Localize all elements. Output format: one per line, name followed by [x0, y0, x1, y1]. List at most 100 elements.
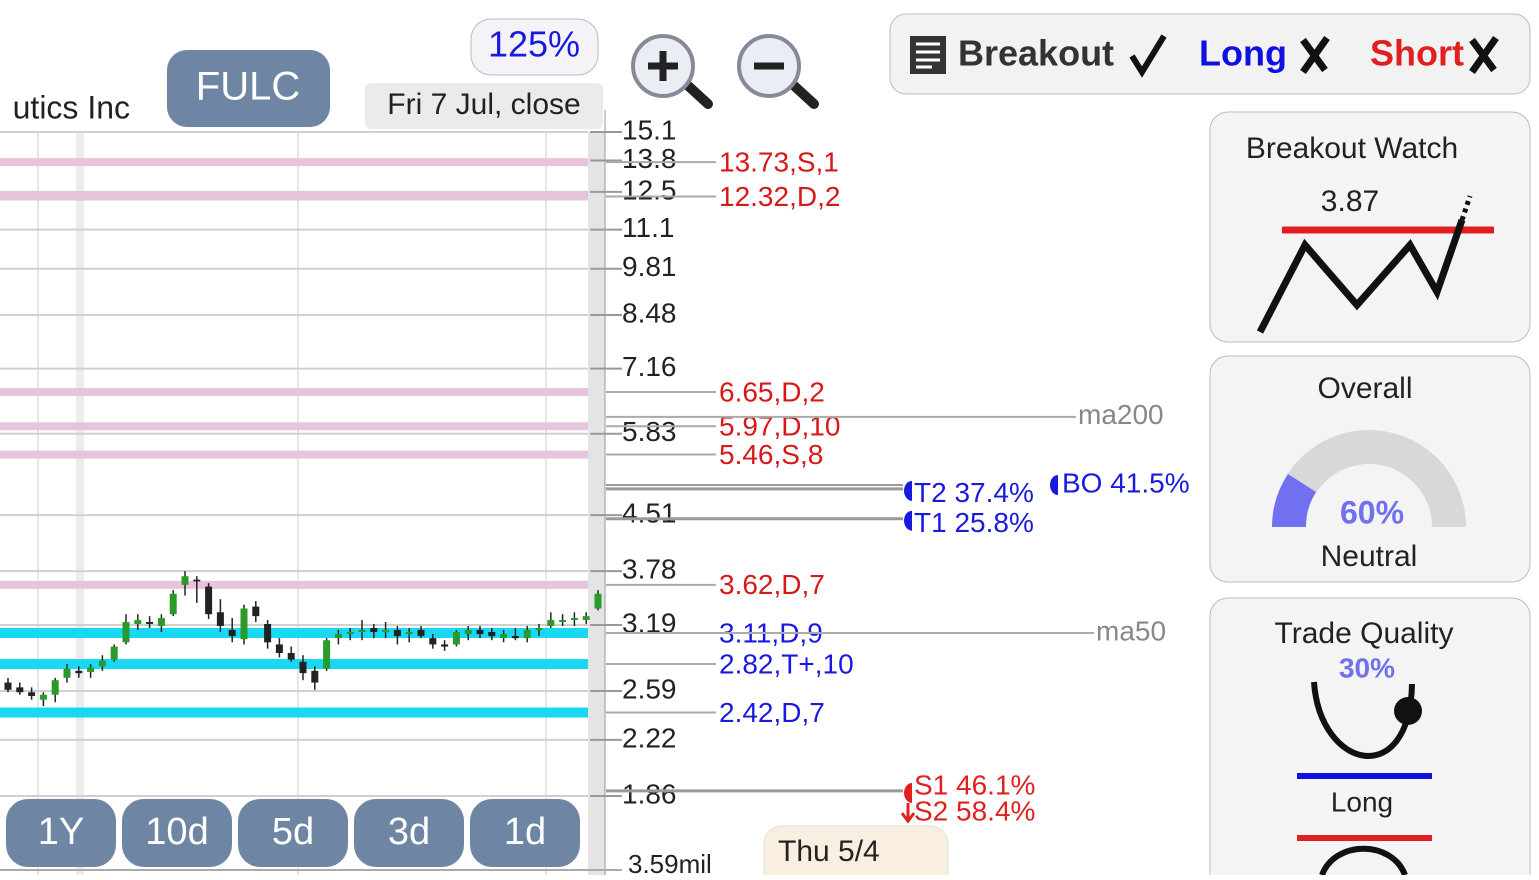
target-label: T2 37.4%: [914, 477, 1034, 508]
range-button[interactable]: [122, 799, 232, 867]
y-tick-label: 8.48: [622, 297, 677, 328]
range-button[interactable]: [470, 799, 580, 867]
ma-label: ma200: [1078, 399, 1164, 430]
candle-body: [535, 627, 543, 630]
cross-icon: [1300, 35, 1330, 75]
candle-body: [28, 692, 36, 696]
range-button[interactable]: [6, 799, 116, 867]
candle-body: [264, 623, 272, 643]
panel-title: Overall: [1317, 372, 1412, 405]
candle-body: [570, 618, 578, 621]
ticker-badge[interactable]: [167, 50, 330, 127]
overall-rating: Neutral: [1321, 540, 1418, 573]
level-label: 5.46,S,8: [719, 439, 823, 470]
target-label: S1 46.1%: [914, 769, 1035, 800]
level-band: [0, 628, 588, 639]
company-name: utics Inc: [13, 89, 130, 125]
candle-body: [287, 652, 295, 660]
signal-label[interactable]: Short: [1370, 33, 1464, 74]
level-label: 2.82,T+,10: [719, 648, 854, 679]
candle-body: [393, 629, 401, 637]
candle-body: [252, 606, 260, 617]
y-tick-label: 3.78: [622, 554, 677, 585]
range-button-label[interactable]: 3d: [388, 811, 430, 853]
level-label: 2.42,D,7: [719, 697, 825, 728]
price-chart: [0, 110, 606, 875]
y-tick-label: 2.59: [622, 673, 677, 704]
range-button-label[interactable]: 1Y: [38, 811, 84, 853]
ticker[interactable]: FULC: [196, 65, 300, 109]
cross-icon: [1469, 35, 1499, 75]
signal-label[interactable]: Breakout: [958, 33, 1114, 74]
y-tick-label: 2.22: [622, 722, 677, 753]
candle-body: [169, 593, 177, 615]
menu-icon[interactable]: [910, 36, 946, 74]
overall-score: 60%: [1340, 494, 1404, 530]
y-tick-label: 13.8: [622, 143, 677, 174]
candle-body: [4, 682, 12, 690]
candle-body: [75, 670, 83, 674]
gauge: [1272, 430, 1466, 527]
level-label: 13.73,S,1: [719, 147, 839, 178]
candle-body: [205, 586, 213, 615]
breakout-icon: [1256, 195, 1494, 334]
range-button[interactable]: [238, 799, 348, 867]
range-button[interactable]: [354, 799, 464, 867]
y-tick-label: 11.1: [622, 212, 674, 243]
candle-body: [87, 667, 95, 673]
level-label: 12.32,D,2: [719, 181, 840, 212]
level-band: [0, 158, 588, 167]
y-tick-label: 12.5: [622, 174, 677, 205]
candle-body: [417, 629, 425, 637]
check-icon: [1129, 34, 1167, 78]
panel-title: Trade Quality: [1275, 617, 1454, 650]
date-tooltip: Thu 5/4: [778, 835, 880, 868]
zoom-level[interactable]: 125%: [488, 24, 580, 65]
breakout-label: BO 41.5%: [1062, 467, 1190, 498]
candle-body: [228, 629, 236, 637]
candle-body: [216, 612, 224, 626]
volume-tick: 3.59mil: [628, 849, 712, 875]
candle-body: [358, 629, 366, 632]
range-button-label[interactable]: 5d: [272, 811, 314, 853]
candle-body: [500, 634, 508, 639]
candle-body: [488, 631, 496, 637]
zoom-badge[interactable]: [470, 18, 599, 76]
signal-label[interactable]: Long: [1199, 33, 1287, 74]
level-band: [0, 422, 588, 431]
target-label: S2 58.4%: [914, 796, 1035, 827]
candle-body: [51, 680, 59, 695]
y-tick-label: 1.86: [622, 778, 677, 809]
axis-band: [588, 132, 605, 875]
target-label: T1 25.8%: [914, 507, 1034, 538]
candle-body: [476, 629, 484, 635]
zoom-in[interactable]: [631, 34, 713, 109]
candle-body: [382, 629, 390, 632]
candle-body: [323, 640, 331, 669]
level-band: [0, 580, 588, 589]
y-tick-label: 7.16: [622, 351, 677, 382]
candle-body: [240, 608, 248, 640]
zoom-out[interactable]: [737, 34, 819, 109]
candle-body: [39, 694, 47, 700]
range-button-label[interactable]: 10d: [145, 811, 208, 853]
y-tick-label: 5.83: [622, 416, 677, 447]
candle-body: [547, 620, 555, 626]
quality-direction: Long: [1331, 786, 1393, 817]
candle-body: [98, 660, 106, 667]
candle-body: [559, 620, 567, 622]
candle-body: [594, 593, 602, 609]
candle-body: [275, 644, 283, 653]
date: Fri 7 Jul, close: [387, 88, 580, 121]
target-flag: [904, 480, 912, 501]
candle-body: [429, 638, 437, 645]
date-badge: [365, 83, 603, 129]
target-flag: [904, 510, 912, 531]
target-flag: [904, 782, 912, 803]
level-label: 5.97,D,10: [719, 411, 840, 442]
candle-body: [346, 631, 354, 635]
candle-body: [134, 620, 142, 624]
range-button-label[interactable]: 1d: [504, 811, 546, 853]
candle-body: [193, 579, 201, 582]
